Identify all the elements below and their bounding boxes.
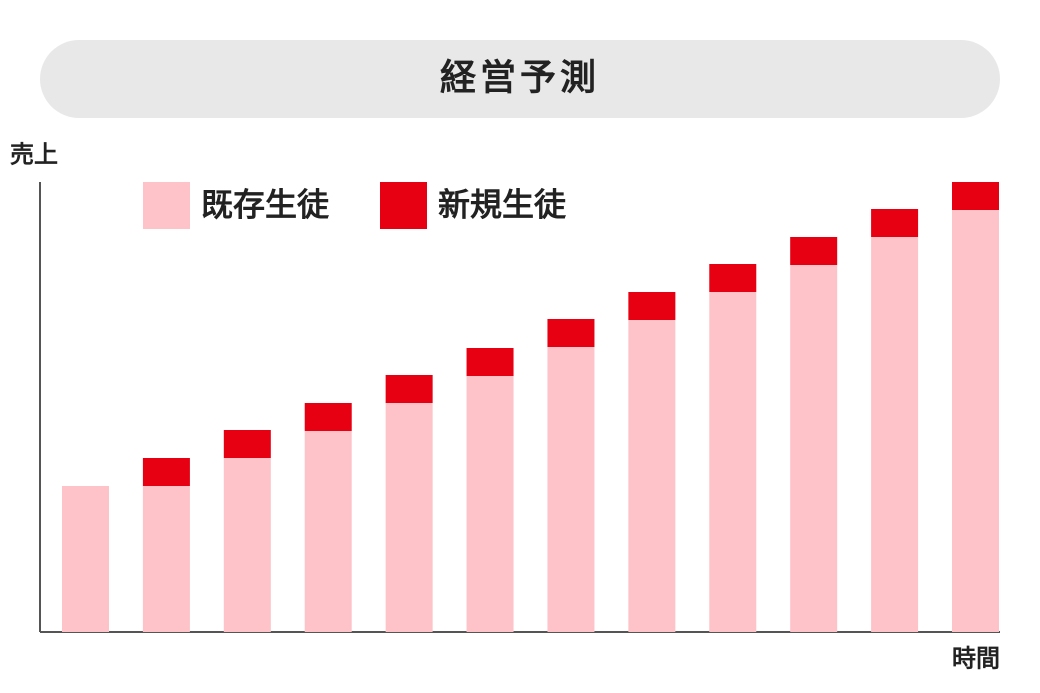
- bar-segment: [142, 458, 190, 486]
- x-axis-label: 時間: [952, 645, 1000, 672]
- legend-swatch: [380, 182, 427, 229]
- y-axis-label: 売上: [10, 141, 58, 168]
- legend-label: 新規生徒: [438, 186, 567, 222]
- chart-title: 経営予測: [440, 57, 600, 98]
- bar-segment: [223, 430, 271, 458]
- bar-segment: [466, 376, 514, 632]
- bar-segment: [385, 375, 433, 403]
- bar-segment: [628, 292, 676, 320]
- bar-segment: [385, 403, 433, 632]
- bar-segment: [62, 486, 109, 632]
- bar-segment: [790, 237, 838, 265]
- bar-segment: [952, 182, 999, 210]
- bar-segment: [223, 458, 271, 632]
- bar-segment: [547, 319, 595, 347]
- bar-segment: [952, 210, 999, 632]
- bar-segment: [304, 431, 352, 632]
- bar-segment: [709, 292, 757, 632]
- bar-segment: [871, 237, 919, 632]
- title-pill: [40, 40, 1000, 118]
- bar-segment: [142, 486, 190, 632]
- bar-segment: [628, 320, 676, 632]
- bar-segment: [790, 265, 838, 632]
- bar-segment: [709, 264, 757, 292]
- bar-segment: [304, 403, 352, 431]
- bar-segment: [466, 348, 514, 376]
- bar-segment: [547, 347, 595, 632]
- legend-swatch: [143, 182, 190, 229]
- bar-segment: [871, 209, 919, 237]
- legend-label: 既存生徒: [201, 186, 330, 222]
